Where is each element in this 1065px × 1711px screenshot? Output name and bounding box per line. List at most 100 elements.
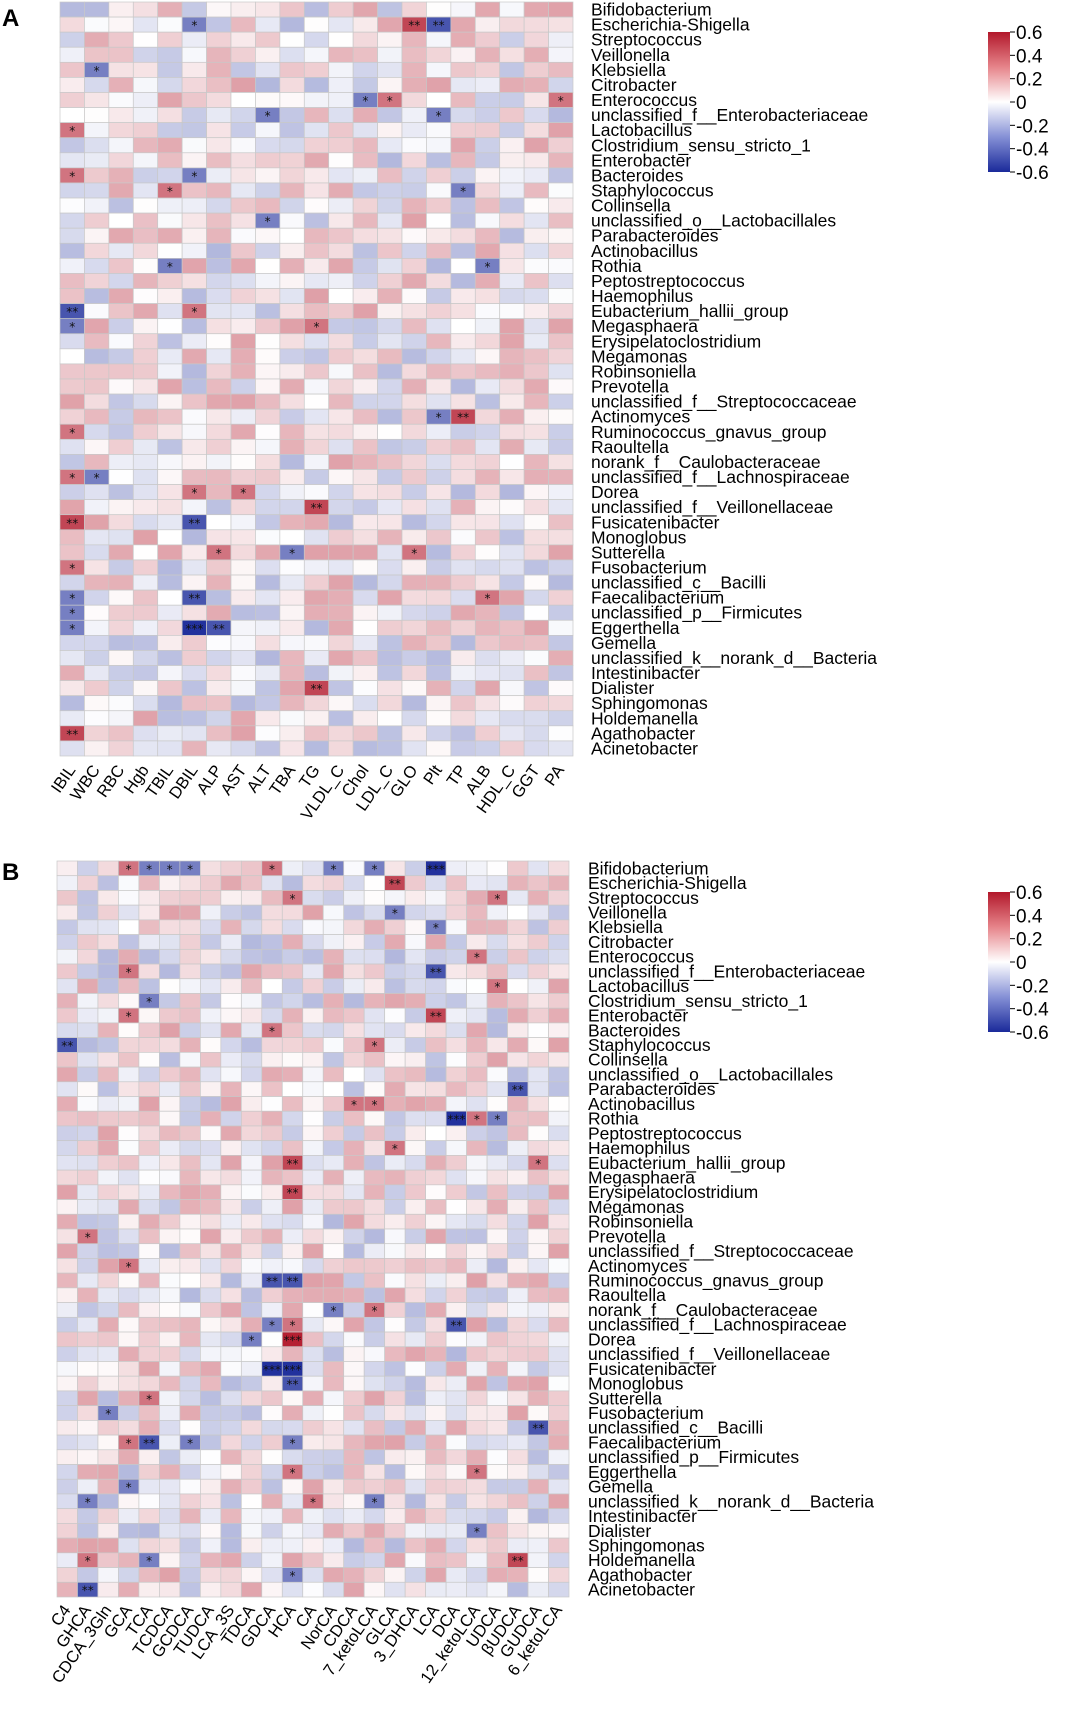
heatmap-cell [352,423,378,440]
heatmap-cell [255,725,281,742]
heatmap-cell [363,1155,386,1171]
panel-a-row-labels: BifidobacteriumEscherichia-ShigellaStrep… [591,0,877,758]
heatmap-cell [328,604,354,621]
heatmap-cell [77,963,99,980]
heatmap-cell [363,1552,386,1568]
significance-mark: * [436,411,442,425]
heatmap-cell [255,408,281,425]
heatmap-cell [527,1493,549,1510]
heatmap-cell [97,1155,119,1171]
heatmap-cell [404,993,426,1009]
heatmap-cell [404,1007,426,1024]
heatmap-cell [548,919,570,935]
heatmap-cell [384,1390,406,1406]
heatmap-cell [59,31,85,48]
panel-b-row-labels: BifidobacteriumEscherichia-ShigellaStrep… [588,858,874,1599]
heatmap-cell [466,1272,488,1289]
heatmap-cell [138,1331,160,1348]
heatmap-cell [84,107,110,123]
heatmap-cell [450,258,476,274]
column-label: GLO [387,762,422,801]
heatmap-cell [200,1434,222,1451]
heatmap-cell [220,1066,242,1083]
heatmap-cell [404,1346,426,1362]
heatmap-cell [179,1537,201,1554]
heatmap-cell [261,1449,283,1465]
heatmap-cell [220,1493,242,1510]
heatmap-cell [527,1022,549,1038]
heatmap-cell [56,1523,78,1539]
heatmap-cell [425,1581,447,1598]
heatmap-cell [445,1434,467,1451]
heatmap-cell [56,1478,78,1495]
heatmap-cell [159,1346,181,1362]
heatmap-cell [220,1316,242,1333]
heatmap-cell [401,137,427,154]
significance-mark: *** [447,1113,465,1127]
heatmap-cell [157,484,183,500]
heatmap-cell [206,227,232,244]
heatmap-cell [328,529,354,546]
heatmap-cell [132,333,159,350]
heatmap-cell [507,1007,529,1024]
heatmap-cell [302,890,324,906]
heatmap-cell [179,1302,201,1318]
heatmap-cell [486,1405,508,1421]
heatmap-cell [77,890,99,906]
heatmap-cell [426,152,452,169]
heatmap-cell [56,1155,78,1171]
significance-mark: * [249,1333,255,1347]
heatmap-cell [322,1184,345,1200]
heatmap-cell [363,1184,386,1200]
heatmap-cell [261,1066,283,1083]
heatmap-cell [426,484,452,500]
heatmap-cell [466,1361,488,1377]
heatmap-cell [499,288,525,304]
heatmap-cell [548,514,574,531]
row-label: Megasphaera [588,1167,695,1187]
heatmap-cell [377,469,403,485]
heatmap-cell [118,1523,140,1539]
heatmap-cell [77,993,99,1009]
heatmap-cell [181,454,207,470]
heatmap-cell [507,993,529,1009]
heatmap-cell [138,1228,160,1245]
heatmap-cell [56,1581,78,1598]
heatmap-cell [206,61,232,78]
heatmap-cell [450,348,476,365]
heatmap-cell [179,1493,201,1510]
heatmap-cell [200,1052,222,1068]
heatmap-cell [200,1184,222,1200]
heatmap-cell [328,61,354,78]
heatmap-cell [240,1420,263,1436]
heatmap-cell [84,408,110,425]
heatmap-cell [322,1096,345,1112]
heatmap-cell [363,1390,386,1406]
heatmap-cell [261,1405,283,1421]
row-label: Fusicatenibacter [588,1359,717,1379]
heatmap-cell [59,393,85,410]
heatmap-cell [499,122,525,139]
heatmap-cell [157,454,183,470]
heatmap-cell [548,860,570,877]
heatmap-cell [181,242,207,259]
heatmap-cell [548,1464,570,1480]
heatmap-cell [84,544,110,561]
heatmap-cell [118,1052,140,1068]
row-label: Faecalibacterium [591,588,724,608]
significance-mark: ** [213,622,225,636]
heatmap-cell [363,1052,386,1068]
heatmap-cell [132,619,159,636]
heatmap-cell [363,1420,386,1436]
heatmap-cell [77,1155,99,1171]
heatmap-cell [426,650,452,666]
heatmap-cell [181,212,207,229]
heatmap-cell [279,740,305,757]
heatmap-cell [363,1316,386,1333]
significance-mark: *** [284,1363,302,1377]
heatmap-cell [363,1066,386,1083]
heatmap-cell [261,1169,283,1186]
heatmap-cell [157,333,183,350]
heatmap-cell [56,1552,78,1568]
heatmap-cell [157,499,183,516]
